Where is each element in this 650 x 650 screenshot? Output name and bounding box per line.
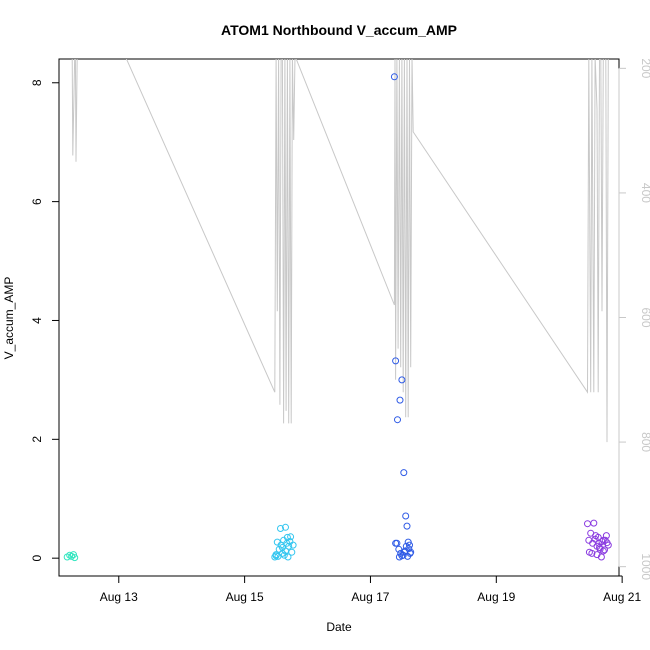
data-point [406,541,413,549]
data-point [588,549,596,557]
y-tick-label: 0 [30,555,44,562]
data-point [392,357,400,365]
data-point [398,376,406,384]
y2-tick-label: 200 [639,58,650,78]
y-tick-label: 4 [30,317,44,324]
plot-frame [58,58,620,577]
data-point [396,396,404,404]
data-point [288,548,296,556]
y-tick-label: 2 [30,436,44,443]
secondary-line-layer [71,59,609,443]
y-axis: 0 2 4 6 8 [30,79,60,562]
data-point [400,469,408,477]
data-point [287,533,295,541]
data-point [599,536,607,544]
chart-title: ATOM1 Northbound V_accum_AMP [221,22,457,38]
data-point [603,539,611,547]
y2-tick-label: 600 [639,307,650,327]
data-point [289,541,297,549]
data-point [602,532,610,540]
data-point [280,551,288,559]
data-point [591,535,599,543]
data-point [596,544,603,551]
data-point [390,73,398,81]
data-point [395,545,403,553]
y-tick-label: 6 [30,198,44,205]
data-point [68,552,76,560]
x-tick-label: Aug 19 [477,590,515,604]
points-layer [63,73,612,562]
data-point [590,519,598,527]
data-point [405,545,413,553]
x-axis: Aug 13 Aug 15 Aug 17 Aug 19 Aug 21 [100,575,641,604]
y2-tick-label: 800 [639,432,650,452]
data-point [282,523,289,531]
data-point [284,553,292,561]
data-point [593,551,601,559]
y2-tick-label: 400 [639,183,650,203]
data-point [584,520,591,528]
x-tick-label: Aug 15 [226,590,264,604]
x-tick-label: Aug 17 [351,590,389,604]
data-point [403,522,411,530]
data-point [71,554,79,562]
data-point [392,539,400,547]
y-tick-label: 8 [30,79,44,86]
x-axis-label: Date [326,620,352,634]
y-axis-label: V_accum_AMP [2,277,16,360]
data-point [285,542,293,550]
secondary-series-line [71,59,609,443]
data-point [282,547,289,555]
data-point [402,512,410,520]
data-point [272,551,280,559]
data-point [277,525,284,532]
x-tick-label: Aug 13 [100,590,138,604]
data-point [400,548,408,556]
y2-axis: 200 400 600 800 1000 [618,58,650,580]
data-point [394,416,401,424]
x-tick-label: Aug 21 [603,590,641,604]
data-point [599,547,607,555]
y2-tick-label: 1000 [639,553,650,580]
